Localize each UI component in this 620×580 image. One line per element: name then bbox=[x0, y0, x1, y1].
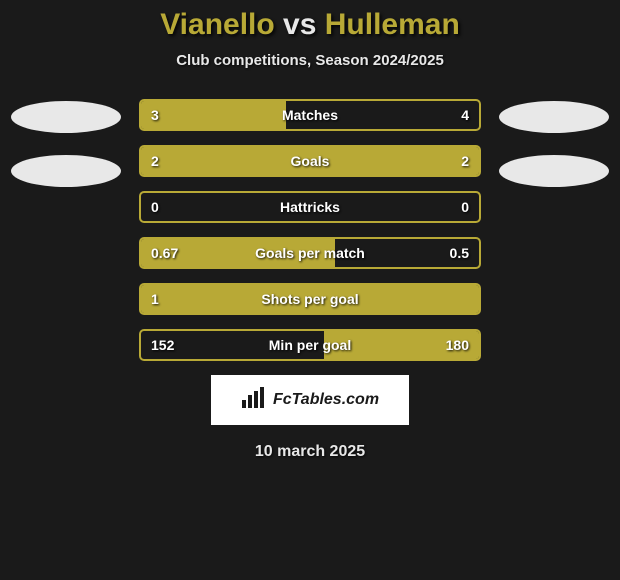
avatar-placeholder bbox=[11, 155, 121, 187]
bar-left-fill bbox=[141, 147, 310, 175]
bar-label: Shots per goal bbox=[261, 291, 358, 307]
bar-right-fill bbox=[310, 147, 479, 175]
left-avatar-col bbox=[11, 99, 121, 187]
bar-label: Min per goal bbox=[269, 337, 351, 353]
bar-left-value: 0.67 bbox=[151, 245, 178, 261]
title-vs: vs bbox=[283, 8, 316, 41]
right-avatar-col bbox=[499, 99, 609, 187]
bar-label: Matches bbox=[282, 107, 338, 123]
bar-left-value: 152 bbox=[151, 337, 174, 353]
logo-text: FcTables.com bbox=[273, 391, 379, 409]
bar-left-fill bbox=[141, 101, 286, 129]
logo: FcTables.com bbox=[211, 375, 409, 425]
stat-bar: 0.67 0.5 Goals per match bbox=[139, 237, 481, 269]
bar-chart-icon bbox=[241, 387, 267, 414]
comparison-infographic: Vianello vs Hulleman Club competitions, … bbox=[0, 0, 620, 580]
date: 10 march 2025 bbox=[0, 443, 620, 461]
stat-bar: 3 4 Matches bbox=[139, 99, 481, 131]
stat-bar: 2 2 Goals bbox=[139, 145, 481, 177]
bar-left-value: 3 bbox=[151, 107, 159, 123]
bar-right-value: 0 bbox=[461, 199, 469, 215]
bar-left-value: 2 bbox=[151, 153, 159, 169]
bar-label: Goals per match bbox=[255, 245, 365, 261]
avatar-placeholder bbox=[499, 155, 609, 187]
bar-right-value: 180 bbox=[446, 337, 469, 353]
bar-right-value: 0.5 bbox=[450, 245, 469, 261]
subtitle: Club competitions, Season 2024/2025 bbox=[0, 52, 620, 69]
page-title: Vianello vs Hulleman bbox=[0, 8, 620, 42]
avatar-placeholder bbox=[11, 101, 121, 133]
bar-left-value: 0 bbox=[151, 199, 159, 215]
bar-right-value: 4 bbox=[461, 107, 469, 123]
title-player1: Vianello bbox=[160, 8, 275, 41]
comparison-body: 3 4 Matches 2 2 Goals 0 0 Hattricks 0.67 0.5 Goals … bbox=[0, 99, 620, 361]
bars-column: 3 4 Matches 2 2 Goals 0 0 Hattricks 0.67 0.5 Goals … bbox=[139, 99, 481, 361]
bar-right-value: 2 bbox=[461, 153, 469, 169]
bar-label: Hattricks bbox=[280, 199, 340, 215]
bar-label: Goals bbox=[291, 153, 330, 169]
stat-bar: 0 0 Hattricks bbox=[139, 191, 481, 223]
title-player2: Hulleman bbox=[325, 8, 460, 41]
stat-bar: 1 Shots per goal bbox=[139, 283, 481, 315]
avatar-placeholder bbox=[499, 101, 609, 133]
stat-bar: 152 180 Min per goal bbox=[139, 329, 481, 361]
bar-left-value: 1 bbox=[151, 291, 159, 307]
